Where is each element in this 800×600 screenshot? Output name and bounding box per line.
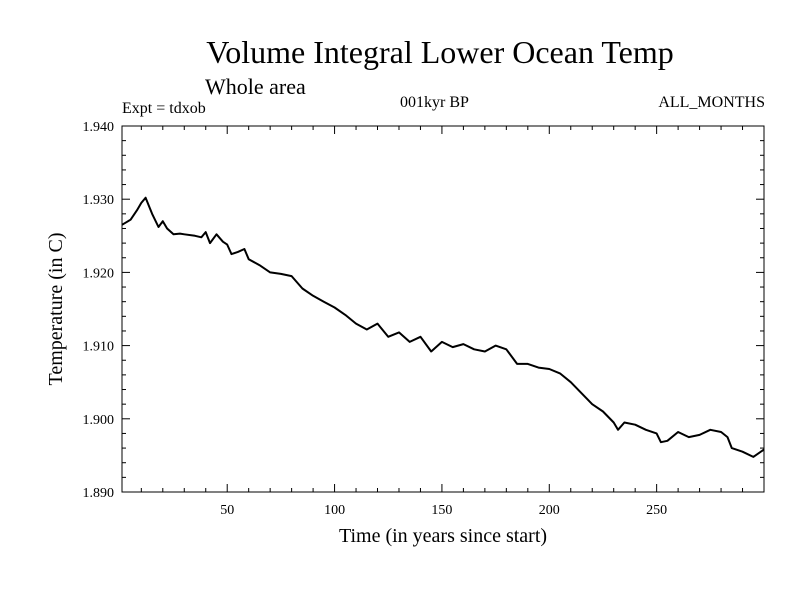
experiment-label: Expt = tdxob xyxy=(122,100,206,117)
y-tick-label: 1.910 xyxy=(83,340,115,355)
y-tick-label: 1.890 xyxy=(83,486,115,501)
plot-frame xyxy=(121,125,765,493)
axis-ticks xyxy=(122,125,764,493)
x-tick-label: 50 xyxy=(220,503,234,518)
months-label: ALL_MONTHS xyxy=(658,94,765,111)
x-tick-label: 250 xyxy=(646,503,667,518)
tick-labels: 50 100 150 200 250 1.890 1.900 1.910 1.920 1.930 1… xyxy=(83,120,668,518)
chart-title: Volume Integral Lower Ocean Temp xyxy=(206,34,674,70)
y-tick-label: 1.920 xyxy=(83,266,115,281)
y-axis-label: Temperature (in C) xyxy=(45,233,67,386)
chart-subtitle: Whole area xyxy=(205,74,306,99)
y-tick-label: 1.900 xyxy=(83,413,115,428)
x-tick-label: 100 xyxy=(324,503,345,518)
period-label: 001kyr BP xyxy=(400,94,469,111)
y-tick-label: 1.940 xyxy=(83,120,115,135)
x-tick-label: 150 xyxy=(431,503,452,518)
x-tick-label: 200 xyxy=(539,503,560,518)
y-tick-label: 1.930 xyxy=(83,193,115,208)
x-axis-label: Time (in years since start) xyxy=(339,525,547,547)
series-line xyxy=(121,196,765,458)
